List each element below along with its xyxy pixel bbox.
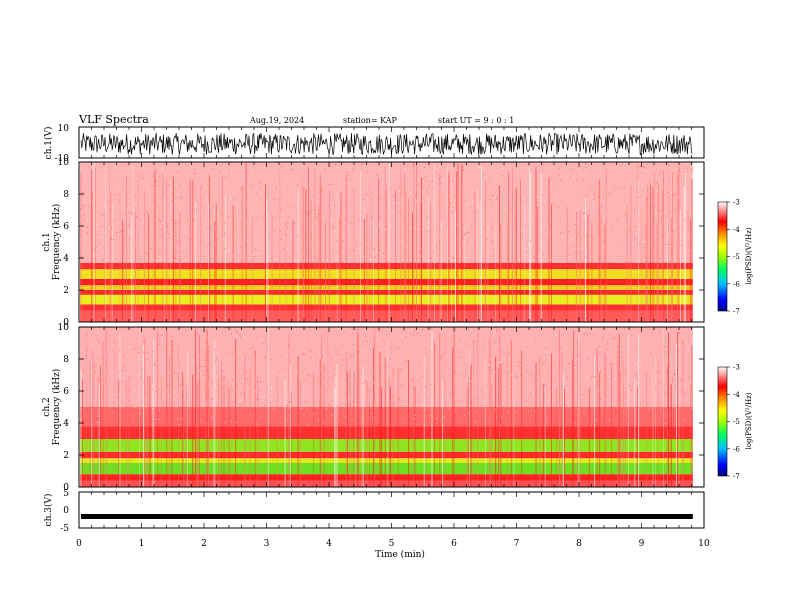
date-label: Aug.19, 2024 (249, 116, 304, 125)
x-axis-tick-labels: 0 1 2 3 4 5 6 7 8 9 10 (76, 539, 710, 549)
ch1-spectrogram-ytick-label: 0 (63, 318, 69, 328)
x-tick-label: 2 (201, 539, 207, 549)
ch2-spectrogram-band-2 (80, 463, 693, 475)
ch1-spectrogram-ytick-label: 6 (63, 222, 69, 232)
x-axis-label: Time (min) (375, 549, 425, 560)
ch1-spectrogram-band-0 (80, 310, 693, 322)
ch1-spec-ylabel-freq: Frequency (kHz) (51, 204, 62, 281)
ch1-spectrogram-band-5 (80, 278, 693, 286)
ch2-spectrogram-ytick-label: 6 (63, 387, 69, 397)
ch2-spectrogram-band-0 (80, 480, 693, 487)
ch3-waveform-frame (78, 491, 705, 529)
ch1-spectrogram-streaks (80, 162, 693, 322)
ch3-ytick-bottom: -5 (60, 524, 69, 534)
ch1-spectrogram-ytick-label: 10 (58, 158, 70, 168)
ch2-colorbar-tick: -7 (733, 473, 740, 481)
x-tick-label: 3 (264, 539, 270, 549)
ch2-spectrogram-band-1 (80, 474, 693, 481)
ch1-spectrogram-band-7 (80, 262, 693, 270)
figure-title: VLF Spectra (78, 113, 149, 126)
ch2-colorbar-tick: -4 (733, 391, 740, 399)
ch3-waveform-trace (81, 514, 693, 519)
ch1-colorbar-gradient (717, 201, 728, 312)
ch2-colorbar-tick: -5 (733, 418, 740, 426)
x-tick-label: 7 (514, 539, 520, 549)
ch1-colorbar-tick: -4 (733, 226, 740, 234)
ch2-colorbar-label: log(PSD)(V²/Hz) (745, 392, 753, 449)
x-tick-label: 5 (389, 539, 395, 549)
ch1-ytick-bottom: -10 (55, 154, 70, 164)
ch3-ytick-top: 5 (63, 489, 69, 499)
x-tick-label: 0 (76, 539, 82, 549)
ch1-colorbar: -3 -4 -5 -6 -7 log(PSD)(V²/Hz) (717, 199, 753, 316)
station-label: station= KAP (343, 116, 398, 125)
ch1-spec-ylabel-ch: ch.1 (42, 232, 52, 251)
ch2-spectrogram-ytick-label: 2 (63, 451, 69, 461)
ch1-spectrogram-band-8 (80, 162, 693, 263)
ch1-colorbar-tick: -3 (733, 199, 740, 207)
ch1-colorbar-tick: -7 (733, 308, 740, 316)
ch1-colorbar-label: log(PSD)(V²/Hz) (745, 227, 753, 284)
x-tick-label: 8 (576, 539, 582, 549)
x-tick-label: 1 (139, 539, 145, 549)
ch1-spectrogram-band-1 (80, 304, 693, 311)
ch2-spec-ylabel-ch: ch.2 (42, 397, 52, 416)
ch1-spectrogram-band-2 (80, 294, 693, 305)
ch2-spec-ylabel-freq: Frequency (kHz) (51, 369, 62, 446)
ch3-waveform-panel: 5 0 -5 ch.3(V) (43, 489, 705, 534)
ch1-spectrogram-panel: 0 2 4 6 8 10 ch.1 Frequency (kHz) (42, 158, 705, 328)
ch1-spectrogram-ytick-label: 4 (63, 254, 69, 264)
ch1-spectrogram-band-4 (80, 285, 693, 290)
ch1-ylabel: ch.1(V) (43, 127, 54, 160)
ch2-spectrogram-band-3 (80, 458, 693, 463)
ch2-spectrogram-ytick-label: 4 (63, 419, 69, 429)
x-tick-label: 9 (639, 539, 645, 549)
ch1-ytick-top: 10 (58, 124, 70, 134)
ch3-ytick-mid: 0 (63, 506, 69, 516)
ch1-waveform-trace (80, 132, 693, 156)
ch1-spectrogram-ytick-label: 2 (63, 286, 69, 296)
ch1-spectrogram-ytick-label: 8 (63, 190, 69, 200)
ch1-colorbar-tick: -5 (733, 253, 740, 261)
ch2-spectrogram-ytick-label: 0 (63, 483, 69, 493)
ch2-colorbar: -3 -4 -5 -6 -7 log(PSD)(V²/Hz) (717, 364, 753, 481)
ch1-waveform-panel: 10 -10 ch.1(V) (43, 124, 705, 164)
ch2-colorbar-tick: -6 (733, 445, 740, 453)
x-tick-label: 10 (698, 539, 710, 549)
start-time-label: start UT = 9 : 0 : 1 (438, 116, 514, 125)
ch1-spectrogram-band-3 (80, 290, 693, 295)
ch2-colorbar-tick: -3 (733, 364, 740, 372)
ch2-spectrogram-streaks (80, 327, 693, 487)
ch2-spectrogram-panel: 0 2 4 6 8 10 ch.2 Frequency (kHz) (42, 323, 705, 493)
ch2-spectrogram-ytick-label: 10 (58, 323, 70, 333)
ch2-spectrogram-band-4 (80, 451, 693, 459)
ch1-spectrogram-band-6 (80, 269, 693, 279)
x-tick-label: 4 (326, 539, 332, 549)
ch3-ylabel: ch.3(V) (43, 494, 54, 527)
x-tick-label: 6 (451, 539, 457, 549)
ch2-spectrogram-ytick-label: 8 (63, 355, 69, 365)
ch1-colorbar-tick: -6 (733, 280, 740, 288)
ch2-colorbar-gradient (717, 366, 728, 477)
